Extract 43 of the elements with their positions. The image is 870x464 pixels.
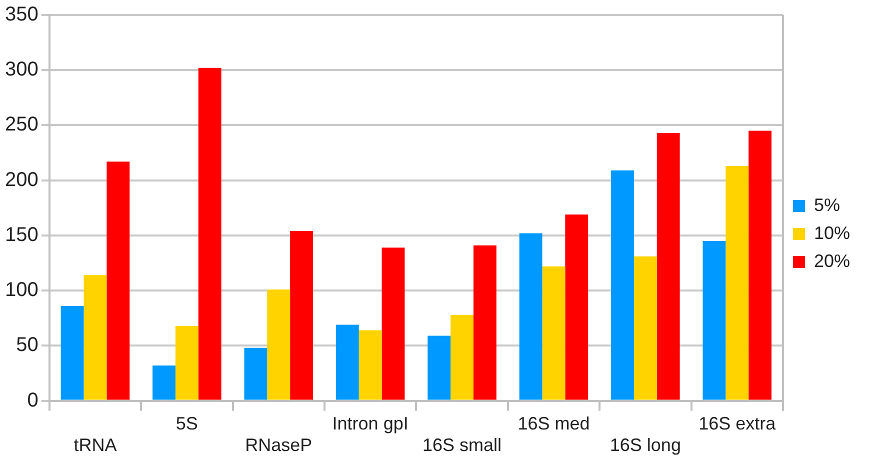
x-tick-label: 16S small <box>422 435 502 456</box>
x-tick-label: tRNA <box>74 435 117 456</box>
legend-label: 5% <box>814 194 840 215</box>
legend-label: 20% <box>814 250 850 271</box>
y-tick-label: 350 <box>4 4 38 26</box>
bar <box>428 336 451 400</box>
y-tick-label: 150 <box>4 224 38 246</box>
x-tick-label: 16S med <box>518 414 590 434</box>
y-tick-label: 0 <box>27 389 38 412</box>
bar <box>382 248 405 400</box>
bar <box>267 289 290 400</box>
bar <box>519 233 542 400</box>
x-tick-label: 16S extra <box>698 414 777 434</box>
bar <box>634 256 657 400</box>
bar <box>290 231 314 400</box>
bar <box>473 245 496 400</box>
bar <box>565 214 588 400</box>
x-tick-label: Intron gpI <box>332 414 408 434</box>
bar <box>244 348 268 400</box>
y-tick-label: 50 <box>16 334 38 356</box>
bar <box>748 130 772 400</box>
y-tick-label: 200 <box>4 168 38 191</box>
bar <box>702 240 726 400</box>
bar <box>60 306 84 400</box>
bar <box>175 326 198 400</box>
bar <box>336 324 359 400</box>
x-tick-label: 5S <box>176 414 198 434</box>
y-tick-label: 250 <box>4 114 38 136</box>
bar <box>198 68 222 400</box>
bar <box>611 170 634 400</box>
y-tick-label: 100 <box>4 279 38 302</box>
bar <box>726 166 749 400</box>
y-tick-label: 300 <box>4 58 38 81</box>
bar <box>106 162 130 400</box>
bar <box>542 266 566 400</box>
bar <box>152 366 176 400</box>
legend-label: 10% <box>814 222 850 243</box>
bar <box>450 314 474 400</box>
x-tick-label: 16S long <box>610 435 681 456</box>
bar <box>656 132 680 400</box>
x-tick-label: RNaseP <box>245 435 312 456</box>
bar <box>84 275 107 400</box>
bar <box>358 330 382 400</box>
